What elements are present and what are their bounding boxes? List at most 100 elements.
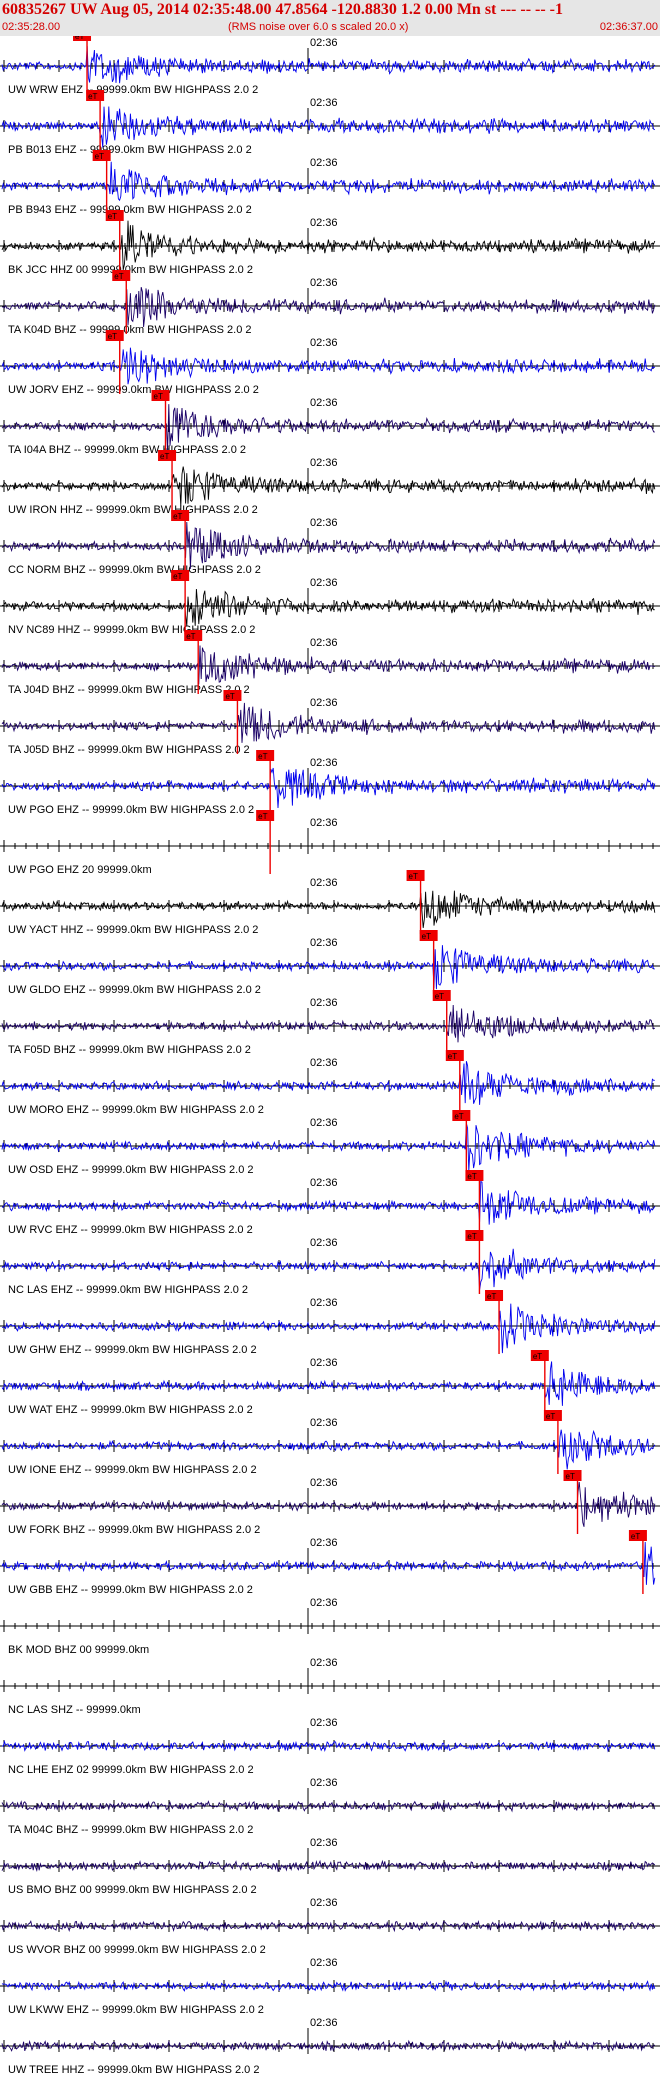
start-time: 02:35:28.00 [2, 21, 61, 33]
station-label: UW RVC EHZ -- 99999.0km BW HIGHPASS 2.0 … [8, 1224, 253, 1236]
minute-label: 02:36 [310, 757, 338, 769]
phase-pick-label: eT [88, 92, 97, 101]
station-label: US BMO BHZ 00 99999.0km BW HIGHPASS 2.0 … [8, 1884, 257, 1896]
station-label: UW PGO EHZ 20 99999.0km [8, 864, 152, 876]
minute-label: 02:36 [310, 1897, 338, 1909]
station-label: UW WAT EHZ -- 99999.0km BW HIGHPASS 2.0 … [8, 1404, 253, 1416]
phase-pick-label: eT [435, 992, 444, 1001]
phase-pick-label: eT [154, 392, 163, 401]
phase-pick-flag [112, 270, 131, 281]
station-label: NC LAS EHZ -- 99999.0km BW HIGHPASS 2.0 … [8, 1284, 248, 1296]
phase-pick-label: eT [225, 692, 234, 701]
waveform-trace [1, 466, 656, 507]
phase-pick-label: eT [533, 1352, 542, 1361]
waveform-trace [1, 1361, 656, 1406]
phase-pick-label: eT [258, 752, 267, 761]
phase-pick-flag [465, 1230, 484, 1241]
phase-pick-label: eT [108, 212, 117, 221]
station-label: UW LKWW EHZ -- 99999.0km BW HIGHPASS 2.0… [8, 2004, 264, 2016]
waveform-trace [1, 1303, 656, 1354]
phase-pick-flag [86, 90, 105, 101]
phase-pick-flag [171, 570, 190, 581]
phase-pick-flag [158, 450, 177, 461]
minute-label: 02:36 [310, 1417, 338, 1429]
station-label: UW GBB EHZ -- 99999.0km BW HIGHPASS 2.0 … [8, 1584, 253, 1596]
waveform-trace [1, 1919, 656, 1933]
minute-label: 02:36 [310, 1297, 338, 1309]
phase-pick-label: eT [258, 812, 267, 821]
minute-label: 02:36 [310, 217, 338, 229]
minute-label: 02:36 [310, 2017, 338, 2029]
station-label: TA J04D BHZ -- 99999.0km BW HIGHPASS 2.0… [8, 684, 250, 696]
station-label: UW IONE EHZ -- 99999.0km BW HIGHPASS 2.0… [8, 1464, 257, 1476]
minute-label: 02:36 [310, 517, 338, 529]
waveform-trace [1, 1429, 656, 1470]
minute-label: 02:36 [310, 1117, 338, 1129]
phase-pick-flag [256, 750, 275, 761]
minute-label: 02:36 [310, 877, 338, 889]
station-label: BK MOD BHZ 00 99999.0km [8, 1644, 149, 1656]
station-label: TA M04C BHZ -- 99999.0km BW HIGHPASS 2.0… [8, 1824, 253, 1836]
phase-pick-flag [432, 990, 451, 1001]
station-label: US WVOR BHZ 00 99999.0km BW HIGHPASS 2.0… [8, 1944, 266, 1956]
waveform-trace [1, 1541, 656, 1585]
waveform-trace [1, 890, 656, 928]
waveform-trace [1, 2039, 655, 2052]
waveform-trace [1, 645, 655, 685]
phase-pick-label: eT [566, 1472, 575, 1481]
phase-pick-flag [223, 690, 242, 701]
waveform-trace [1, 1740, 656, 1753]
waveform-trace [1, 521, 656, 569]
minute-label: 02:36 [310, 97, 338, 109]
phase-pick-flag [419, 930, 438, 941]
phase-pick-label: eT [487, 1292, 496, 1301]
minute-label: 02:36 [310, 1777, 338, 1789]
phase-pick-flag [543, 1410, 562, 1421]
station-label: UW MORO EHZ -- 99999.0km BW HIGHPASS 2.0… [8, 1104, 264, 1116]
waveform-trace [1, 1004, 656, 1043]
station-label: UW FORK BHZ -- 99999.0km BW HIGHPASS 2.0… [8, 1524, 260, 1536]
station-label: NC LAS SHZ -- 99999.0km [8, 1704, 141, 1716]
minute-label: 02:36 [310, 157, 338, 169]
station-label: UW YACT HHZ -- 99999.0km BW HIGHPASS 2.0… [8, 924, 258, 936]
phase-pick-flag [452, 1110, 471, 1121]
phase-pick-flag [563, 1470, 582, 1481]
waveform-trace [1, 1859, 656, 1873]
phase-pick-flag [105, 330, 124, 341]
waveform-trace [1, 1481, 656, 1527]
phase-pick-label: eT [75, 36, 84, 41]
phase-pick-label: eT [448, 1052, 457, 1061]
phase-pick-label: eT [160, 452, 169, 461]
phase-pick-flag [485, 1290, 504, 1301]
minute-label: 02:36 [310, 817, 338, 829]
station-label: TA K04D BHZ -- 99999.0km BW HIGHPASS 2.0… [8, 324, 252, 336]
phase-pick-label: eT [108, 332, 117, 341]
station-label: UW GLDO EHZ -- 99999.0km BW HIGHPASS 2.0… [8, 984, 261, 996]
station-label: NC LHE EHZ 02 99999.0km BW HIGHPASS 2.0 … [8, 1764, 254, 1776]
minute-label: 02:36 [310, 1957, 338, 1969]
minute-label: 02:36 [310, 1057, 338, 1069]
station-label: NV NC89 HHZ -- 99999.0km BW HIGHPASS 2.0… [8, 624, 255, 636]
waveform-trace [1, 1248, 656, 1290]
minute-label: 02:36 [310, 1717, 338, 1729]
minute-label: 02:36 [310, 697, 338, 709]
station-label: PB B943 EHZ -- 99999.0km BW HIGHPASS 2.0… [8, 204, 252, 216]
phase-pick-flag [406, 870, 425, 881]
minute-label: 02:36 [310, 337, 338, 349]
waveform-trace [1, 1061, 655, 1105]
station-label: UW PGO EHZ -- 99999.0km BW HIGHPASS 2.0 … [8, 804, 254, 816]
minute-label: 02:36 [310, 457, 338, 469]
phase-pick-flag [445, 1050, 464, 1061]
phase-pick-label: eT [95, 152, 104, 161]
waveform-trace [1, 945, 655, 990]
minute-label: 02:36 [310, 37, 338, 49]
waveform-trace [1, 404, 655, 452]
waveform-trace [1, 161, 656, 202]
station-label: TA J05D BHZ -- 99999.0km BW HIGHPASS 2.0… [8, 744, 250, 756]
minute-label: 02:36 [310, 637, 338, 649]
waveform-trace [1, 220, 656, 270]
event-title: 60835267 UW Aug 05, 2014 02:35:48.00 47.… [2, 1, 563, 18]
phase-pick-label: eT [409, 872, 418, 881]
phase-pick-flag [256, 810, 275, 821]
phase-pick-flag [151, 390, 170, 401]
